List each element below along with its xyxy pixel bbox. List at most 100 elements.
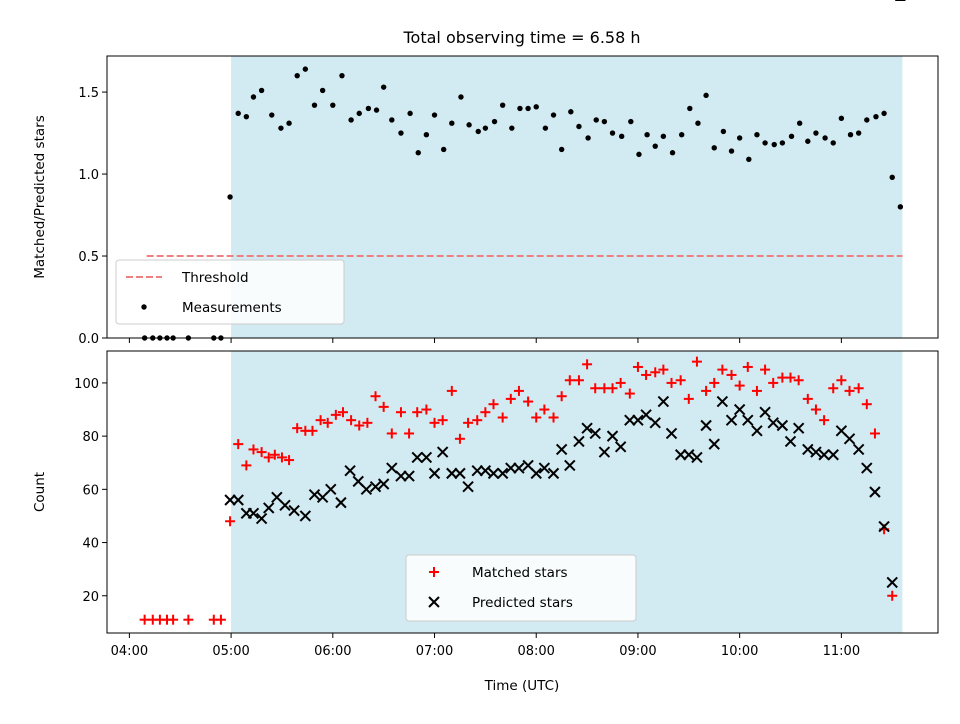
measurement-point <box>813 130 819 136</box>
matched-star-point <box>523 396 534 407</box>
matched-star-point <box>488 399 499 410</box>
predicted-star-point <box>733 403 746 416</box>
predicted-star-point <box>299 510 312 522</box>
matched-star-point <box>437 415 448 426</box>
measurement-point <box>258 87 265 94</box>
matched-star-point <box>793 375 804 386</box>
matched-star-point <box>307 425 318 436</box>
matched-star-point <box>810 404 821 415</box>
axes-frame <box>106 55 939 339</box>
matched-star-point <box>362 417 373 428</box>
predicted-star-point <box>471 465 483 477</box>
predicted-star-point <box>288 504 300 517</box>
matched-star-point <box>650 367 661 378</box>
measurement-point <box>499 102 506 108</box>
predicted-star-point <box>538 462 551 474</box>
matched-star-point <box>691 356 702 367</box>
measurement-point <box>889 174 895 181</box>
measurement-point <box>585 135 591 141</box>
predicted-star-point <box>861 462 873 474</box>
x-axis-label: Time (UTC) <box>484 678 560 694</box>
predicted-star-point <box>716 395 729 408</box>
measurement-point <box>669 150 676 156</box>
predicted-star-point <box>411 451 423 464</box>
matched-star-point <box>726 369 737 380</box>
measurement-point <box>294 72 300 79</box>
predicted-star-point <box>403 470 415 482</box>
matched-star-point <box>395 407 406 418</box>
matched-star-point <box>539 404 550 415</box>
matched-star-point <box>590 383 601 394</box>
measurement-point <box>475 128 481 135</box>
predicted-star-point <box>827 449 839 461</box>
measurement-point <box>550 112 557 118</box>
measurement-point <box>458 94 464 100</box>
predicted-star-point <box>683 449 695 461</box>
matched-star-point <box>531 412 542 423</box>
matched-star-point <box>760 364 771 375</box>
predicted-star-point <box>581 422 593 434</box>
measurement-point <box>373 107 380 113</box>
measurement-point <box>644 131 650 138</box>
x-tick-label: 07:00 <box>416 644 453 659</box>
matched-star-point <box>632 361 643 372</box>
predicted-star-point <box>657 395 670 408</box>
predicted-star-point <box>247 507 260 519</box>
measurement-point <box>356 110 362 117</box>
predicted-star-point <box>487 467 500 480</box>
matched-star-point <box>322 417 333 428</box>
y-axis-label: Matched/Predicted stars <box>32 115 48 278</box>
legend-predicted-swatch <box>428 596 440 608</box>
predicted-star-point <box>547 467 560 480</box>
measurement-point <box>746 156 752 162</box>
matched-star-point <box>446 385 457 396</box>
predicted-star-point <box>344 465 356 477</box>
matched-star-point <box>582 359 593 370</box>
matched-star-point <box>717 364 728 375</box>
measurement-point <box>678 131 685 138</box>
matched-star-point <box>215 614 226 625</box>
matched-star-point <box>564 375 575 386</box>
predicted-star-point <box>614 441 627 453</box>
top-panel: 0.0 0.5 1.0 1.5 Matched/Predicted stars Thres… <box>32 55 939 347</box>
predicted-star-point <box>462 480 474 493</box>
measurement-point <box>601 118 608 125</box>
matched-star-point <box>734 380 745 391</box>
measurement-point <box>864 117 870 123</box>
predicted-star-point <box>279 499 291 512</box>
measurement-point <box>339 72 345 79</box>
measurement-point <box>423 131 430 138</box>
measurement-point <box>348 117 354 123</box>
matched-star-point <box>168 614 179 625</box>
measurement-point <box>440 146 447 153</box>
predicted-star-point <box>377 478 390 490</box>
predicted-star-point <box>649 417 661 429</box>
matched-star-point <box>225 516 236 527</box>
measurement-point <box>576 123 582 130</box>
chart-title: Total observing time = 6.58 h <box>402 28 640 47</box>
predicted-star-point <box>759 406 771 418</box>
measurement-point <box>796 120 803 126</box>
legend: Threshold Measurements <box>115 259 345 325</box>
predicted-star-point <box>606 430 619 442</box>
predicted-star-point <box>818 449 830 461</box>
matched-star-point <box>337 407 348 418</box>
legend-label: Matched stars <box>472 565 568 581</box>
measurement-point <box>250 94 257 100</box>
matched-star-point <box>354 420 365 431</box>
matched-star-point <box>701 385 712 396</box>
axes-frame <box>106 350 939 634</box>
matched-star-point <box>751 385 762 396</box>
predicted-star-point <box>632 414 644 426</box>
measurement-point <box>636 151 642 158</box>
matched-star-point <box>615 377 626 388</box>
predicted-star-point <box>810 446 822 458</box>
measurement-point <box>466 122 472 128</box>
measurement-point <box>533 104 539 110</box>
predicted-star-point <box>792 422 805 434</box>
x-tick-label: 06:00 <box>314 644 351 659</box>
matched-star-point <box>284 455 295 466</box>
matched-star-point <box>658 364 669 375</box>
measurement-point <box>525 105 531 112</box>
matched-star-point <box>480 407 491 418</box>
